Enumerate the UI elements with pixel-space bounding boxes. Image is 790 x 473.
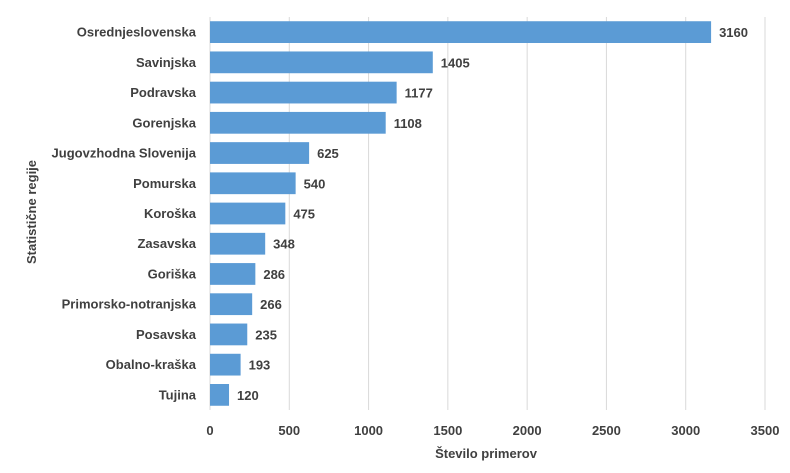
bar bbox=[210, 111, 386, 134]
category-label: Gorenjska bbox=[132, 115, 196, 130]
bar bbox=[210, 21, 712, 43]
data-label: 625 bbox=[317, 146, 339, 161]
x-tick-label: 1500 bbox=[433, 423, 462, 438]
bar bbox=[210, 384, 230, 406]
y-axis-title: Statistične regije bbox=[24, 160, 39, 264]
bar bbox=[210, 293, 253, 316]
bar bbox=[210, 353, 241, 376]
data-label: 348 bbox=[273, 237, 295, 252]
x-tick-label: 2500 bbox=[592, 423, 621, 438]
data-label: 286 bbox=[263, 267, 285, 282]
bar bbox=[210, 323, 248, 346]
data-label: 120 bbox=[237, 388, 259, 403]
data-label: 1405 bbox=[441, 55, 470, 70]
bar bbox=[210, 51, 433, 74]
bar bbox=[210, 142, 310, 164]
bar bbox=[210, 263, 256, 285]
x-tick-label: 1000 bbox=[354, 423, 383, 438]
data-label: 540 bbox=[304, 176, 326, 191]
data-label: 266 bbox=[260, 297, 282, 312]
category-label: Jugovzhodna Slovenija bbox=[52, 146, 197, 161]
x-tick-label: 3500 bbox=[751, 423, 780, 438]
category-label: Primorsko-notranjska bbox=[62, 297, 197, 312]
category-label: Podravska bbox=[130, 85, 197, 100]
data-label: 1177 bbox=[405, 86, 433, 101]
data-label: 193 bbox=[249, 358, 271, 373]
bars-layer bbox=[210, 21, 712, 406]
category-label: Tujina bbox=[159, 387, 197, 402]
category-label: Savinjska bbox=[136, 55, 197, 70]
bar bbox=[210, 172, 296, 195]
labels-layer: 0 500 1000 1500 2000 2500 3000 3500 Osrednjeslov… bbox=[52, 25, 780, 438]
data-label: 475 bbox=[293, 207, 315, 222]
category-label: Obalno-kraška bbox=[106, 357, 197, 372]
bar bbox=[210, 202, 286, 225]
category-label: Koroška bbox=[144, 206, 197, 221]
category-label: Posavska bbox=[136, 327, 197, 342]
category-label: Goriška bbox=[148, 266, 197, 281]
data-label: 3160 bbox=[719, 25, 748, 40]
x-axis-title: Število primerov bbox=[435, 446, 538, 461]
category-label: Zasavska bbox=[137, 236, 196, 251]
bar bbox=[210, 232, 266, 255]
bar bbox=[210, 81, 397, 104]
x-tick-label: 2000 bbox=[513, 423, 542, 438]
data-label: 235 bbox=[255, 327, 277, 342]
x-tick-label: 3000 bbox=[671, 423, 700, 438]
x-tick-label: 0 bbox=[206, 423, 213, 438]
category-label: Pomurska bbox=[133, 176, 197, 191]
data-label: 1108 bbox=[394, 116, 422, 131]
x-tick-label: 500 bbox=[278, 423, 300, 438]
category-label: Osrednjeslovenska bbox=[77, 25, 197, 40]
